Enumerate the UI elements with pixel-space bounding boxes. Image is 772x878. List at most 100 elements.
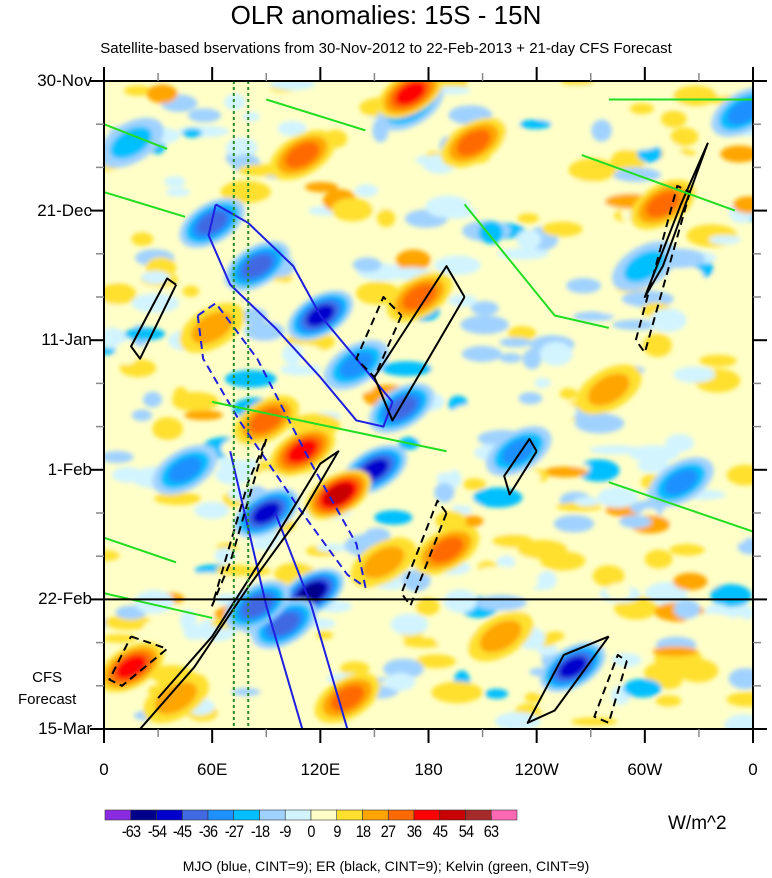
texture-blob	[566, 278, 602, 294]
texture-blob	[560, 81, 596, 86]
texture-blob	[543, 466, 589, 478]
texture-blob	[644, 661, 682, 685]
texture-blob	[499, 337, 532, 348]
forecast-label-line1: CFS	[32, 669, 63, 686]
texture-blob	[463, 478, 487, 491]
texture-blob	[340, 661, 370, 676]
texture-blob	[472, 487, 523, 508]
anomaly-cell	[429, 536, 464, 564]
texture-blob	[231, 687, 261, 696]
x-tick-label: 120E	[300, 760, 341, 779]
colorbar-swatch	[181, 809, 209, 821]
colorbar-swatch	[310, 809, 338, 821]
chart-title: OLR anomalies: 15S - 15N	[230, 0, 542, 30]
texture-blob	[415, 654, 457, 669]
colorbar-label: -27	[224, 822, 244, 841]
texture-blob	[673, 366, 716, 383]
texture-blob	[619, 515, 652, 529]
texture-blob	[591, 119, 612, 142]
texture-blob	[574, 413, 625, 434]
er-contour	[130, 277, 178, 360]
colorbar-swatch	[413, 809, 441, 821]
texture-blob	[546, 631, 565, 641]
mjo-contour	[207, 203, 394, 428]
texture-blob	[277, 120, 307, 136]
anomaly-cell	[558, 656, 587, 679]
texture-blob	[709, 603, 728, 615]
texture-blob	[534, 608, 563, 628]
texture-blob	[282, 343, 303, 365]
texture-blob	[629, 445, 680, 463]
texture-blob	[425, 195, 471, 218]
texture-blob	[724, 714, 753, 729]
colorbar-label: 27	[381, 822, 396, 841]
y-tick-label: 22-Feb	[38, 589, 92, 609]
texture-blob	[352, 257, 382, 273]
texture-blob	[279, 363, 322, 376]
texture-blob	[660, 110, 687, 128]
kelvin-contour	[104, 592, 213, 619]
texture-blob	[548, 179, 597, 191]
kelvin-contour	[104, 536, 177, 564]
texture-blob	[470, 301, 499, 316]
anomaly-cell	[252, 502, 281, 524]
contour-legend: MJO (blue, CINT=9); ER (black, CINT=9); …	[182, 858, 590, 874]
texture-blob	[542, 108, 587, 120]
texture-blob	[570, 717, 618, 726]
texture-blob	[540, 551, 586, 571]
anomaly-cell	[362, 546, 405, 579]
texture-blob	[214, 547, 236, 564]
texture-blob	[589, 445, 641, 455]
texture-blob	[262, 281, 292, 299]
colorbar-label: -18	[250, 822, 269, 841]
colorbar-swatch	[233, 809, 260, 821]
anomaly-cell	[110, 126, 152, 159]
texture-blob	[172, 391, 219, 412]
anomaly-cell	[479, 620, 522, 653]
texture-blob	[655, 695, 682, 707]
texture-blob	[415, 424, 447, 443]
anomaly-cell	[191, 311, 234, 344]
er-contour	[634, 184, 691, 354]
kelvin-contour	[608, 481, 753, 533]
texture-blob	[661, 504, 702, 526]
texture-blob	[652, 646, 698, 657]
y-tick-label: 15-Mar	[38, 719, 92, 738]
texture-blob	[411, 323, 434, 340]
texture-blob	[140, 271, 171, 285]
texture-blob	[415, 597, 440, 616]
texture-blob	[331, 197, 373, 222]
texture-blob	[485, 688, 509, 699]
colorbar-swatch	[465, 809, 492, 821]
texture-blob	[178, 372, 217, 383]
texture-blob	[390, 613, 429, 636]
anomaly-cell	[115, 655, 147, 679]
anomaly-cell	[456, 129, 491, 156]
texture-blob	[255, 470, 284, 487]
texture-blob	[104, 283, 137, 305]
texture-blob	[708, 235, 741, 245]
texture-blob	[610, 149, 646, 172]
kelvin-contour	[265, 98, 366, 132]
colorbar-swatch	[362, 809, 389, 821]
texture-blob	[677, 659, 719, 683]
texture-blob	[607, 626, 648, 647]
texture-blob	[316, 543, 350, 552]
texture-blob	[131, 442, 182, 451]
texture-blob	[354, 184, 379, 197]
texture-blob	[512, 468, 541, 488]
texture-blob	[517, 213, 539, 224]
texture-blob	[146, 84, 178, 104]
texture-blob	[215, 564, 255, 576]
texture-blob	[566, 609, 598, 630]
texture-blob	[165, 187, 191, 197]
texture-blob	[607, 81, 628, 97]
texture-blob	[477, 566, 524, 576]
texture-blob	[623, 678, 662, 698]
texture-blob	[496, 555, 516, 569]
texture-blob	[395, 249, 431, 271]
y-tick-label: 21-Dec	[37, 200, 92, 220]
texture-blob	[695, 532, 746, 546]
texture-blob	[494, 712, 541, 729]
